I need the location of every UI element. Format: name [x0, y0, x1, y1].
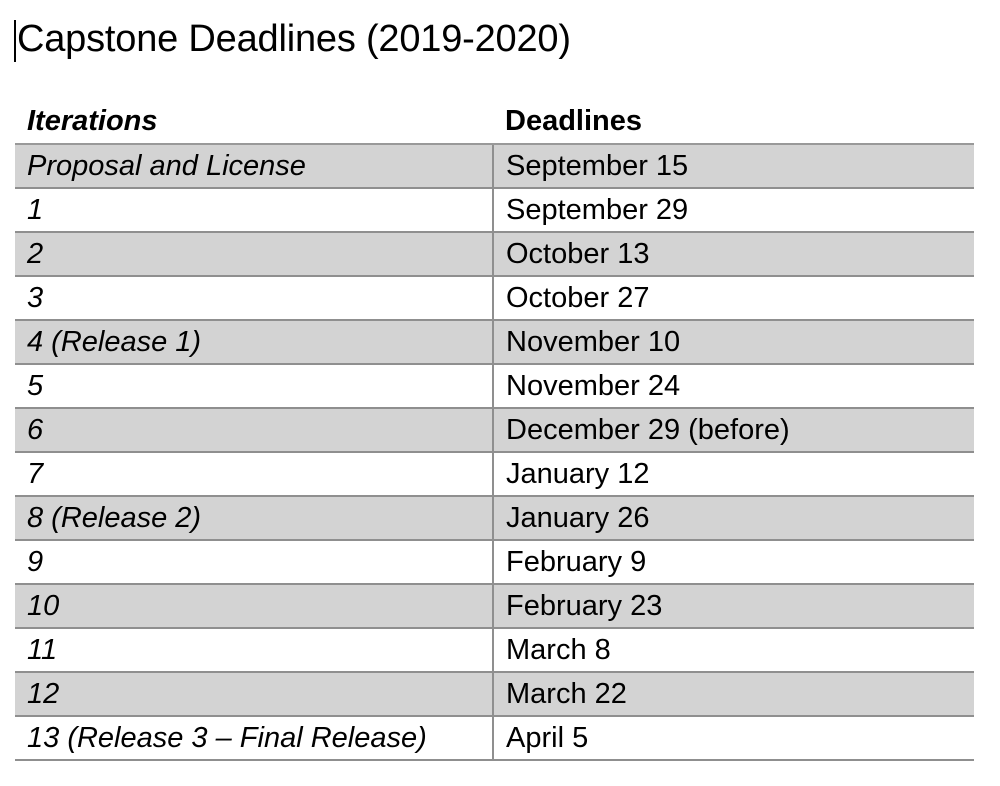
table-header-row: Iterations Deadlines [15, 100, 974, 145]
text-cursor [14, 20, 16, 62]
table-row: 3 October 27 [15, 276, 974, 321]
deadline-cell: December 29 (before) [493, 408, 974, 453]
deadline-cell: October 13 [493, 232, 974, 277]
table-row: 13 (Release 3 – Final Release) April 5 [15, 716, 974, 761]
iteration-cell: 4 (Release 1) [15, 320, 494, 365]
deadline-cell: March 22 [493, 672, 974, 717]
deadline-cell: October 27 [493, 276, 974, 321]
deadline-cell: November 24 [493, 364, 974, 409]
iteration-cell: 13 (Release 3 – Final Release) [15, 716, 494, 761]
deadline-cell: March 8 [493, 628, 974, 673]
table-row: Proposal and License September 15 [15, 144, 974, 189]
iteration-cell: 11 [15, 628, 494, 673]
iteration-cell: 1 [15, 188, 494, 233]
iteration-cell: 5 [15, 364, 494, 409]
iteration-cell: 3 [15, 276, 494, 321]
deadline-cell: February 23 [493, 584, 974, 629]
table-row: 7 January 12 [15, 452, 974, 497]
deadline-cell: September 29 [493, 188, 974, 233]
deadline-cell: September 15 [493, 144, 974, 189]
deadline-cell: January 26 [493, 496, 974, 541]
iteration-cell: 2 [15, 232, 494, 277]
deadline-cell: November 10 [493, 320, 974, 365]
iteration-cell: Proposal and License [15, 144, 494, 189]
table-row: 5 November 24 [15, 364, 974, 409]
deadline-cell: April 5 [493, 716, 974, 761]
document-title: Capstone Deadlines (2019-2020) [17, 18, 571, 60]
iteration-cell: 12 [15, 672, 494, 717]
iteration-cell: 7 [15, 452, 494, 497]
iteration-cell: 8 (Release 2) [15, 496, 494, 541]
table-row: 8 (Release 2) January 26 [15, 496, 974, 541]
table-row: 9 February 9 [15, 540, 974, 585]
deadlines-table: Iterations Deadlines Proposal and Licens… [15, 100, 974, 761]
iteration-cell: 6 [15, 408, 494, 453]
deadline-cell: January 12 [493, 452, 974, 497]
table-row: 10 February 23 [15, 584, 974, 629]
table-row: 11 March 8 [15, 628, 974, 673]
iteration-cell: 10 [15, 584, 494, 629]
iteration-cell: 9 [15, 540, 494, 585]
header-deadlines: Deadlines [493, 100, 974, 145]
table-row: 2 October 13 [15, 232, 974, 277]
header-iterations: Iterations [15, 100, 493, 145]
table-row: 6 December 29 (before) [15, 408, 974, 453]
table-row: 12 March 22 [15, 672, 974, 717]
table-row: 4 (Release 1) November 10 [15, 320, 974, 365]
deadline-cell: February 9 [493, 540, 974, 585]
table-row: 1 September 29 [15, 188, 974, 233]
